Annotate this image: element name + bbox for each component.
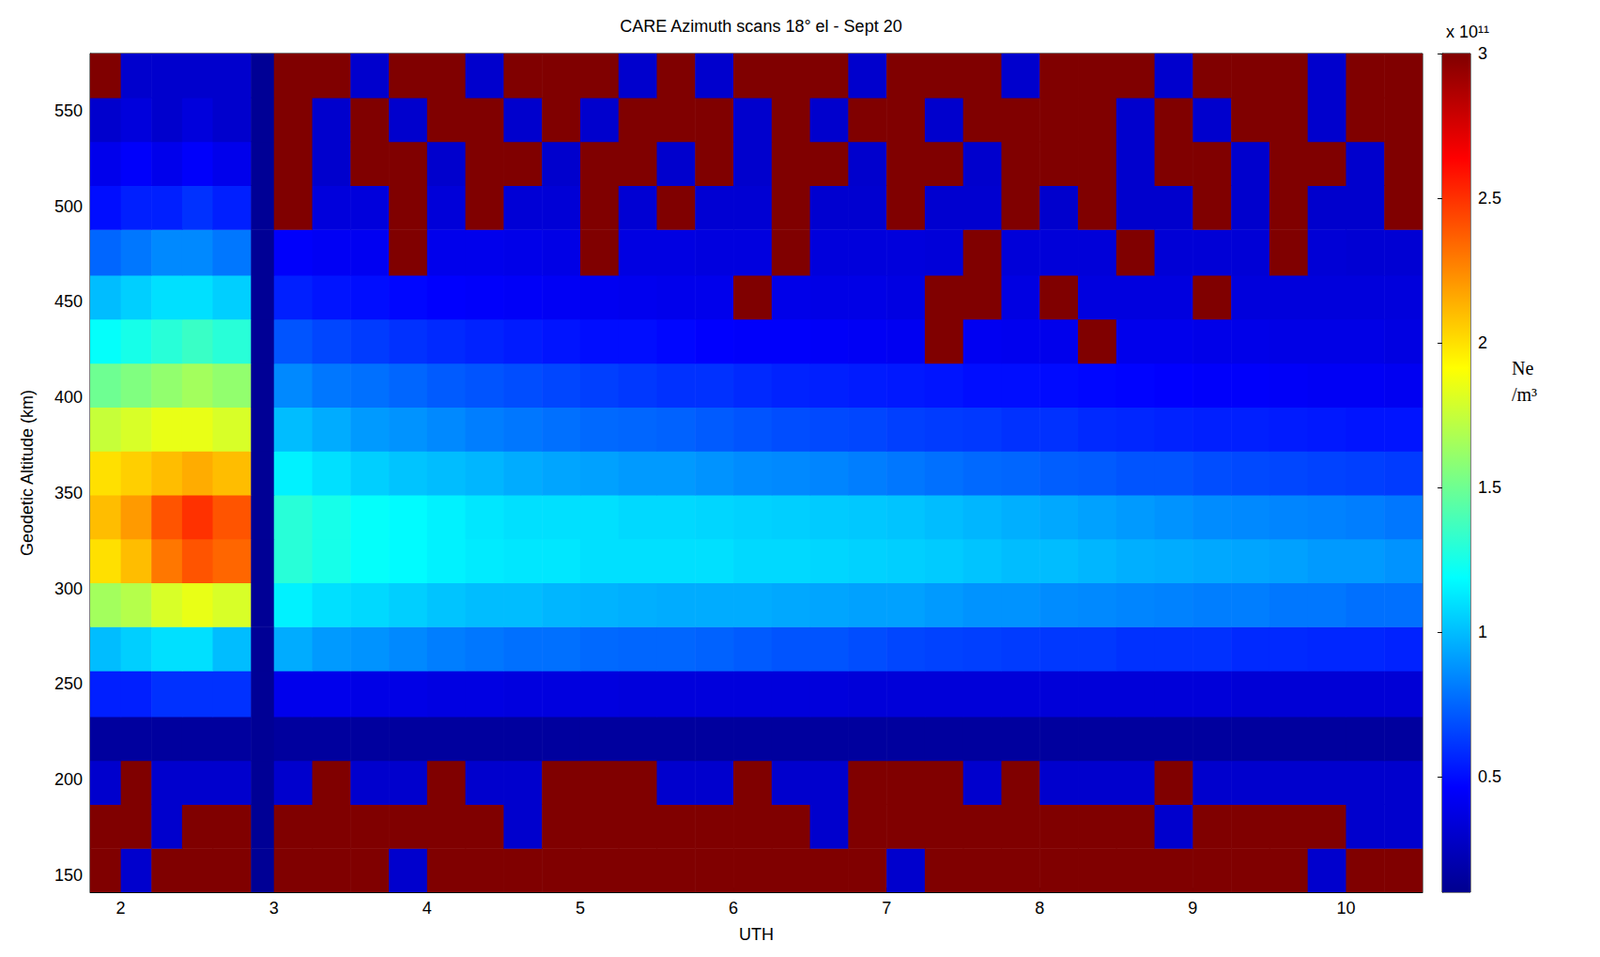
svg-text:Geodetic Altitude (km): Geodetic Altitude (km) bbox=[17, 389, 37, 556]
svg-text:10: 10 bbox=[1336, 898, 1355, 918]
svg-text:250: 250 bbox=[54, 674, 83, 693]
svg-text:200: 200 bbox=[54, 769, 83, 789]
svg-text:9: 9 bbox=[1187, 898, 1198, 918]
svg-text:5: 5 bbox=[575, 898, 585, 918]
svg-text:1: 1 bbox=[1477, 622, 1488, 642]
svg-text:7: 7 bbox=[881, 898, 892, 918]
svg-text:8: 8 bbox=[1034, 898, 1045, 918]
svg-text:300: 300 bbox=[54, 579, 83, 599]
svg-text:0.5: 0.5 bbox=[1477, 767, 1502, 786]
svg-text:2.5: 2.5 bbox=[1477, 188, 1502, 208]
svg-text:4: 4 bbox=[422, 898, 432, 918]
svg-text:1.5: 1.5 bbox=[1477, 477, 1502, 497]
svg-text:500: 500 bbox=[54, 197, 83, 216]
svg-text:2: 2 bbox=[1477, 333, 1488, 353]
svg-text:400: 400 bbox=[54, 387, 83, 407]
svg-text:150: 150 bbox=[54, 865, 83, 885]
svg-text:x 10¹¹: x 10¹¹ bbox=[1446, 22, 1490, 42]
svg-text:350: 350 bbox=[54, 483, 83, 503]
svg-text:Ne: Ne bbox=[1511, 357, 1534, 379]
svg-text:3: 3 bbox=[1477, 44, 1488, 63]
svg-text:3: 3 bbox=[269, 898, 279, 918]
svg-text:450: 450 bbox=[54, 292, 83, 311]
svg-text:6: 6 bbox=[728, 898, 739, 918]
svg-text:UTH: UTH bbox=[738, 924, 774, 944]
svg-text:550: 550 bbox=[54, 101, 83, 121]
svg-text:/m³: /m³ bbox=[1511, 384, 1538, 405]
svg-text:2: 2 bbox=[116, 898, 126, 918]
svg-text:CARE Azimuth scans 18° el - Se: CARE Azimuth scans 18° el - Sept 20 bbox=[619, 16, 902, 36]
